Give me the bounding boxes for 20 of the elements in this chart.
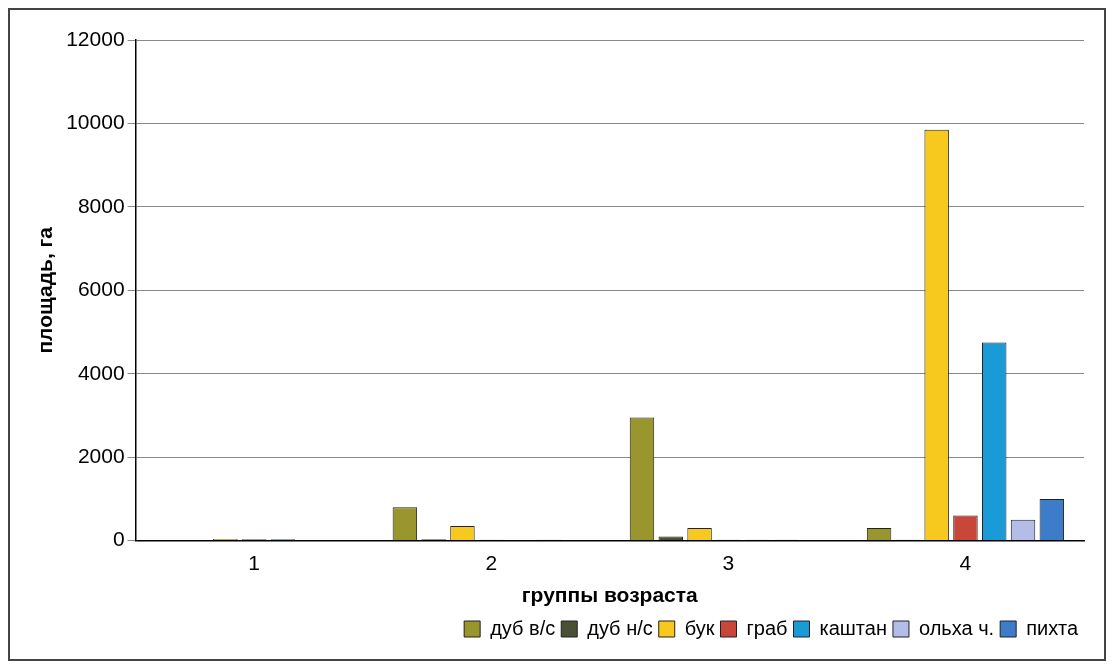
y-tick-label: 10000 bbox=[66, 110, 125, 134]
legend-label: ольха ч. bbox=[918, 616, 995, 639]
y-tick-label: 8000 bbox=[77, 193, 125, 217]
y-tick-label: 4000 bbox=[77, 360, 125, 384]
legend-label: каштан bbox=[819, 616, 887, 639]
legend-label: дуб н/с bbox=[587, 616, 653, 639]
x-tick-label: 1 bbox=[248, 551, 260, 574]
y-axis-title: площадь, га bbox=[33, 226, 57, 354]
x-axis-title: группы возраста bbox=[521, 583, 699, 607]
x-tick-label: 3 bbox=[722, 551, 735, 574]
legend-label: дуб в/с bbox=[490, 616, 556, 639]
y-tick-label: 2000 bbox=[77, 443, 125, 467]
y-tick-label: 0 bbox=[112, 527, 125, 551]
y-tick-label: 6000 bbox=[77, 277, 125, 301]
x-tick-label: 2 bbox=[485, 551, 498, 574]
legend-label: бук bbox=[684, 616, 715, 639]
x-tick-label: 4 bbox=[959, 551, 972, 574]
y-tick-label: 12000 bbox=[66, 26, 125, 50]
legend-label: граб bbox=[746, 616, 788, 639]
legend-label: пихта bbox=[1026, 616, 1079, 639]
